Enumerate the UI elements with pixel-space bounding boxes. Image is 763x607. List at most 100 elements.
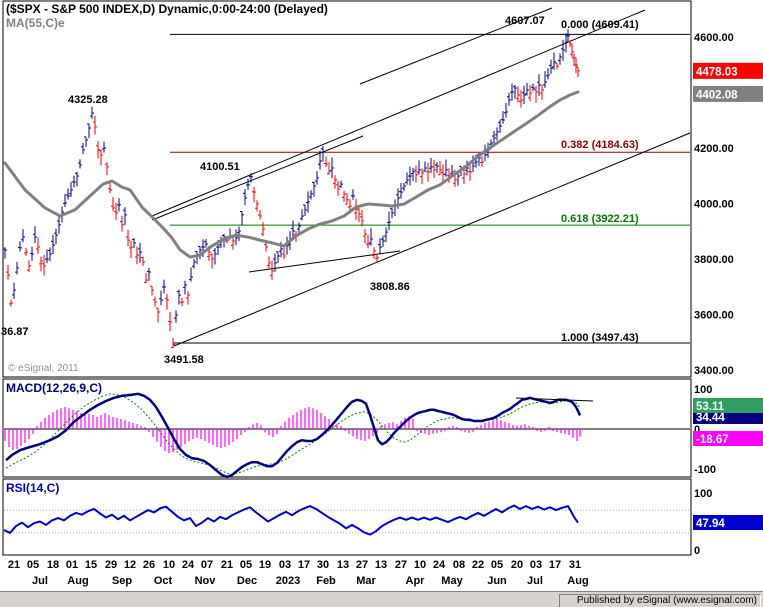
date-tick-label: 27 xyxy=(395,559,407,571)
histogram-bar xyxy=(120,419,122,429)
date-tick-label: 21 xyxy=(221,559,233,571)
histogram-bar xyxy=(88,413,90,429)
ma-study-label[interactable]: MA(55,C)e xyxy=(6,16,65,30)
histogram-bar xyxy=(444,429,446,431)
trendline-4[interactable] xyxy=(248,250,401,273)
histogram-bar xyxy=(180,429,182,447)
histogram-bar xyxy=(28,429,30,439)
histogram-bar xyxy=(152,429,154,437)
histogram-bar xyxy=(300,409,302,429)
histogram-bar xyxy=(108,415,110,429)
histogram-bar xyxy=(36,425,38,429)
histogram-bar xyxy=(124,420,126,429)
date-tick-label: 05 xyxy=(27,559,39,571)
macd-axis-tick: 100 xyxy=(694,384,712,396)
histogram-bar xyxy=(412,419,414,429)
macd-trendline[interactable] xyxy=(515,397,594,402)
status-bar-text: Published by eSignal (www.esignal.com) xyxy=(559,594,761,607)
histogram-bar xyxy=(436,429,438,433)
ma-value-box xyxy=(693,85,763,102)
histogram-bar xyxy=(8,429,10,447)
histogram-bar xyxy=(292,415,294,429)
histogram-bar xyxy=(560,429,562,433)
month-label: Sep xyxy=(112,575,132,587)
histogram-bar xyxy=(184,429,186,445)
histogram-bar xyxy=(236,429,238,439)
histogram-bar xyxy=(364,429,366,441)
trendline-1[interactable] xyxy=(359,7,553,85)
date-tick-label: 05 xyxy=(240,559,252,571)
histogram-bar xyxy=(140,425,142,429)
month-label: Apr xyxy=(406,575,426,587)
histogram-bar xyxy=(348,429,350,434)
histogram-bar xyxy=(456,427,458,429)
chart-label: 36.87 xyxy=(1,326,29,338)
histogram-bar xyxy=(272,429,274,437)
signal-value-box xyxy=(693,398,763,413)
rsi-panel xyxy=(2,478,692,556)
date-tick-label: 03 xyxy=(530,559,542,571)
date-tick-label: 19 xyxy=(259,559,271,571)
histogram-bar xyxy=(352,429,354,437)
price-axis-tick: 4600.00 xyxy=(694,32,734,44)
histogram-bar xyxy=(64,407,66,429)
histogram-bar xyxy=(316,409,318,429)
histogram-bar xyxy=(192,429,194,439)
macd-study-label[interactable]: MACD(12,26,9,C) xyxy=(6,381,103,395)
chart-label: 3808.86 xyxy=(370,281,410,293)
histogram-bar xyxy=(260,425,262,429)
histogram-bar xyxy=(228,429,230,445)
histogram-bar xyxy=(240,429,242,435)
histogram-bar xyxy=(196,429,198,438)
trendline-2[interactable] xyxy=(151,135,364,221)
month-label: Dec xyxy=(237,575,257,587)
histogram-bar xyxy=(12,429,14,450)
macd-line xyxy=(5,392,582,479)
histogram-bar xyxy=(360,429,362,441)
rsi-axis-tick: 100 xyxy=(694,488,712,500)
histogram-bar xyxy=(68,408,70,429)
histogram-bar xyxy=(168,429,170,453)
histogram-bar xyxy=(16,429,18,449)
date-tick-label: 18 xyxy=(47,559,59,571)
histogram-bar xyxy=(576,429,578,441)
trendline-3[interactable] xyxy=(173,132,691,347)
histogram-bar xyxy=(128,421,130,429)
price-axis-tick: 3600.00 xyxy=(694,310,734,322)
histogram-bar xyxy=(416,429,418,431)
histogram-bar xyxy=(84,412,86,429)
histogram-bar xyxy=(160,429,162,447)
histogram-bar xyxy=(544,429,546,431)
histogram-bar xyxy=(388,423,390,429)
histogram-bar xyxy=(156,429,158,442)
last-price-value: 4478.03 xyxy=(696,66,738,78)
histogram-bar xyxy=(268,429,270,435)
histogram-bar xyxy=(336,424,338,429)
histogram-bar xyxy=(504,421,506,429)
histogram-bar xyxy=(528,425,530,429)
rsi-study-label[interactable]: RSI(14,C) xyxy=(6,481,60,495)
histogram-bar xyxy=(492,420,494,429)
histogram-bar xyxy=(312,408,314,429)
histogram-bar xyxy=(208,429,210,443)
histogram-bar xyxy=(440,429,442,433)
histogram-bar xyxy=(380,425,382,429)
chart-label: 4325.28 xyxy=(68,94,108,106)
histogram-bar xyxy=(460,429,462,431)
ma-value: 4402.08 xyxy=(696,89,738,101)
date-tick-label: 15 xyxy=(85,559,97,571)
histogram-bar xyxy=(368,429,370,439)
histogram-bar xyxy=(40,421,42,429)
histogram-bar xyxy=(508,423,510,429)
histogram-bar xyxy=(564,429,566,434)
trendline-0[interactable] xyxy=(151,9,646,217)
date-tick-label: 22 xyxy=(472,559,484,571)
histogram-bar xyxy=(496,419,498,429)
histogram-bar xyxy=(248,427,250,429)
histogram-bar xyxy=(572,429,574,438)
histogram-bar xyxy=(464,429,466,433)
histogram-bar xyxy=(72,409,74,429)
histogram-bar xyxy=(344,429,346,431)
date-tick-label: 17 xyxy=(549,559,561,571)
